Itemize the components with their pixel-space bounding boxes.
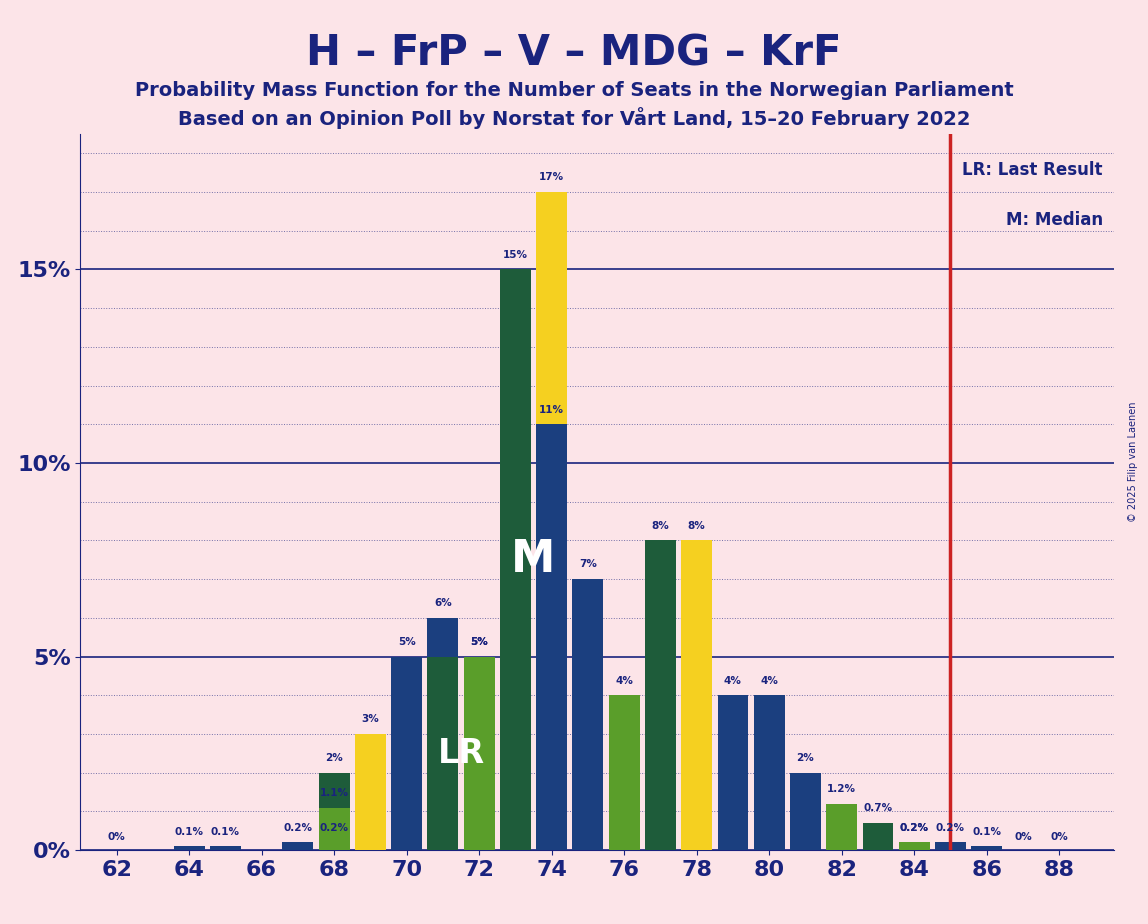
Text: 5%: 5%	[397, 637, 416, 647]
Text: 8%: 8%	[688, 521, 706, 530]
Text: 0%: 0%	[108, 833, 125, 843]
Text: 4%: 4%	[615, 675, 633, 686]
Text: 0.1%: 0.1%	[972, 827, 1001, 836]
Bar	[862, 823, 893, 850]
Bar	[573, 579, 604, 850]
Text: LR: Last Result: LR: Last Result	[962, 161, 1103, 179]
Text: 0%: 0%	[1014, 833, 1032, 843]
Bar	[319, 772, 349, 850]
Text: 0.2%: 0.2%	[936, 822, 965, 833]
Text: 0%: 0%	[1050, 833, 1068, 843]
Bar	[718, 695, 748, 850]
Bar	[355, 734, 386, 850]
Text: 0.1%: 0.1%	[174, 827, 203, 836]
Text: M: Median: M: Median	[1006, 212, 1103, 229]
Bar	[319, 808, 349, 850]
Bar	[536, 424, 567, 850]
Text: Probability Mass Function for the Number of Seats in the Norwegian Parliament: Probability Mass Function for the Number…	[134, 81, 1014, 101]
Bar	[827, 804, 858, 850]
Bar	[934, 843, 965, 850]
Bar	[971, 846, 1002, 850]
Text: 15%: 15%	[503, 249, 528, 260]
Text: M: M	[511, 539, 556, 581]
Text: 1.2%: 1.2%	[828, 784, 856, 794]
Text: 5%: 5%	[471, 637, 488, 647]
Bar	[282, 843, 313, 850]
Bar	[790, 772, 821, 850]
Text: 2%: 2%	[325, 753, 343, 763]
Bar	[173, 846, 204, 850]
Bar	[608, 695, 639, 850]
Text: 0.2%: 0.2%	[319, 822, 349, 833]
Bar	[899, 843, 930, 850]
Text: © 2025 Filip van Laenen: © 2025 Filip van Laenen	[1128, 402, 1138, 522]
Text: 0.1%: 0.1%	[211, 827, 240, 836]
Bar	[210, 846, 241, 850]
Bar	[427, 657, 458, 850]
Text: 0.7%: 0.7%	[863, 803, 892, 813]
Bar	[464, 657, 495, 850]
Bar	[391, 657, 422, 850]
Text: 6%: 6%	[434, 598, 452, 608]
Text: LR: LR	[437, 736, 484, 770]
Text: 11%: 11%	[540, 405, 564, 415]
Bar	[681, 541, 712, 850]
Text: Based on an Opinion Poll by Norstat for Vårt Land, 15–20 February 2022: Based on an Opinion Poll by Norstat for …	[178, 107, 970, 129]
Bar	[754, 695, 784, 850]
Text: 5%: 5%	[471, 637, 488, 647]
Text: 4%: 4%	[724, 675, 742, 686]
Text: H – FrP – V – MDG – KrF: H – FrP – V – MDG – KrF	[307, 32, 841, 74]
Text: 17%: 17%	[540, 173, 564, 182]
Text: 7%: 7%	[579, 559, 597, 569]
Bar	[464, 657, 495, 850]
Bar	[899, 843, 930, 850]
Bar	[645, 541, 676, 850]
Text: 4%: 4%	[760, 675, 778, 686]
Bar	[427, 618, 458, 850]
Text: 0.2%: 0.2%	[284, 822, 312, 833]
Text: 2%: 2%	[797, 753, 814, 763]
Text: 1.1%: 1.1%	[319, 788, 349, 797]
Text: 8%: 8%	[652, 521, 669, 530]
Text: 0.2%: 0.2%	[900, 822, 929, 833]
Bar	[501, 270, 530, 850]
Bar	[536, 192, 567, 850]
Text: 0.2%: 0.2%	[900, 822, 929, 833]
Bar	[319, 843, 349, 850]
Text: 3%: 3%	[362, 714, 379, 724]
